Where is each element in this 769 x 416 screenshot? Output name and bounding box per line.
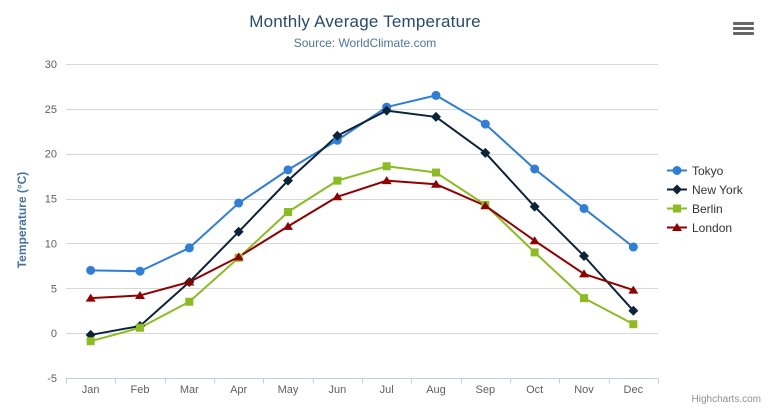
hamburger-bar	[733, 27, 754, 30]
data-point-new-york	[332, 130, 343, 141]
data-point-new-york	[283, 175, 293, 186]
legend-label-new-york: New York	[692, 182, 743, 197]
hamburger-bar	[733, 22, 754, 25]
x-axis-label: Jan	[82, 384, 100, 396]
y-axis-title: Temperature (°C)	[15, 171, 29, 269]
data-point-berlin	[185, 297, 194, 306]
chart-subtitle: Source: WorldClimate.com	[293, 36, 437, 50]
data-point-london	[283, 221, 293, 230]
data-point-tokyo	[135, 266, 145, 276]
y-axis-label: -5	[47, 373, 57, 385]
data-point-berlin	[382, 162, 391, 171]
data-point-new-york	[579, 250, 589, 261]
data-point-berlin	[432, 168, 440, 177]
x-axis-label: Sep	[476, 384, 496, 396]
triangle-legend-marker-icon	[667, 223, 687, 231]
hamburger-bar	[733, 32, 754, 35]
data-point-london	[579, 269, 589, 278]
data-point-tokyo	[579, 203, 589, 213]
x-axis-label: Oct	[526, 384, 543, 396]
x-axis-label: Mar	[180, 384, 199, 396]
series-line-berlin	[89, 165, 635, 343]
y-axis-label: 20	[45, 149, 57, 161]
y-axis-label: 30	[45, 59, 57, 71]
data-point-berlin	[86, 337, 95, 346]
circle-legend-marker-icon	[667, 166, 687, 175]
data-point-london	[85, 293, 96, 302]
data-point-london	[628, 285, 639, 294]
y-axis-label: 0	[51, 328, 57, 340]
legend-label-tokyo: Tokyo	[692, 163, 724, 178]
square-legend-marker-icon	[667, 204, 687, 213]
x-axis-label: Nov	[574, 384, 594, 396]
data-point-berlin	[530, 248, 539, 257]
x-axis-label: Apr	[230, 384, 247, 396]
data-point-berlin	[333, 176, 342, 185]
legend-item-berlin[interactable]: Berlin	[666, 199, 743, 218]
legend-marker-shape	[673, 204, 681, 213]
y-axis-label: 15	[45, 194, 57, 206]
series-line-new-york	[89, 109, 635, 336]
data-point-tokyo	[283, 165, 293, 175]
chart-title: Monthly Average Temperature	[249, 12, 481, 31]
data-point-tokyo	[431, 90, 441, 100]
legend-label-berlin: Berlin	[692, 201, 723, 216]
legend-marker-shape	[672, 184, 682, 195]
x-axis-label: May	[278, 384, 299, 396]
data-point-tokyo	[184, 243, 194, 253]
legend-item-london[interactable]: London	[666, 218, 743, 237]
x-axis-label: Jul	[380, 384, 394, 396]
legend-marker-shape	[672, 223, 682, 231]
data-point-london	[135, 290, 145, 299]
data-point-london	[431, 179, 441, 188]
legend-item-new-york[interactable]: New York	[666, 180, 743, 199]
data-point-new-york	[381, 105, 392, 116]
data-point-london	[381, 176, 392, 185]
series-line-london	[89, 179, 635, 300]
data-point-tokyo	[530, 164, 540, 174]
hamburger-menu-icon[interactable]	[733, 22, 754, 35]
data-point-london	[184, 277, 195, 286]
data-point-new-york	[431, 111, 441, 122]
x-axis-label: Dec	[624, 384, 644, 396]
diamond-legend-marker-icon	[667, 184, 687, 195]
legend: Tokyo New York Berlin London	[666, 161, 743, 237]
data-point-tokyo	[628, 242, 638, 252]
data-point-berlin	[580, 294, 588, 303]
data-point-tokyo	[234, 198, 244, 208]
x-axis-label: Feb	[131, 384, 150, 396]
data-point-london	[233, 252, 244, 261]
legend-item-tokyo[interactable]: Tokyo	[666, 161, 743, 180]
data-point-tokyo	[86, 265, 96, 275]
legend-label-london: London	[692, 220, 733, 235]
data-point-new-york	[529, 201, 540, 212]
data-point-new-york	[628, 305, 639, 316]
legend-marker-shape	[672, 166, 682, 175]
highcharts-credits-link[interactable]: Highcharts.com	[691, 394, 761, 405]
data-point-new-york	[233, 226, 244, 237]
data-point-london	[529, 236, 540, 245]
data-point-berlin	[136, 323, 144, 332]
data-point-berlin	[284, 208, 292, 217]
data-point-berlin	[629, 320, 638, 329]
data-point-tokyo	[480, 119, 490, 129]
x-axis-label: Jun	[328, 384, 346, 396]
data-point-london	[332, 192, 343, 201]
data-point-london	[480, 201, 491, 210]
y-axis-label: 25	[45, 104, 57, 116]
x-axis-label: Aug	[426, 384, 446, 396]
y-axis-label: 10	[45, 238, 57, 250]
y-axis-label: 5	[51, 283, 57, 295]
data-point-new-york	[480, 147, 491, 158]
series-line-tokyo	[89, 94, 635, 273]
